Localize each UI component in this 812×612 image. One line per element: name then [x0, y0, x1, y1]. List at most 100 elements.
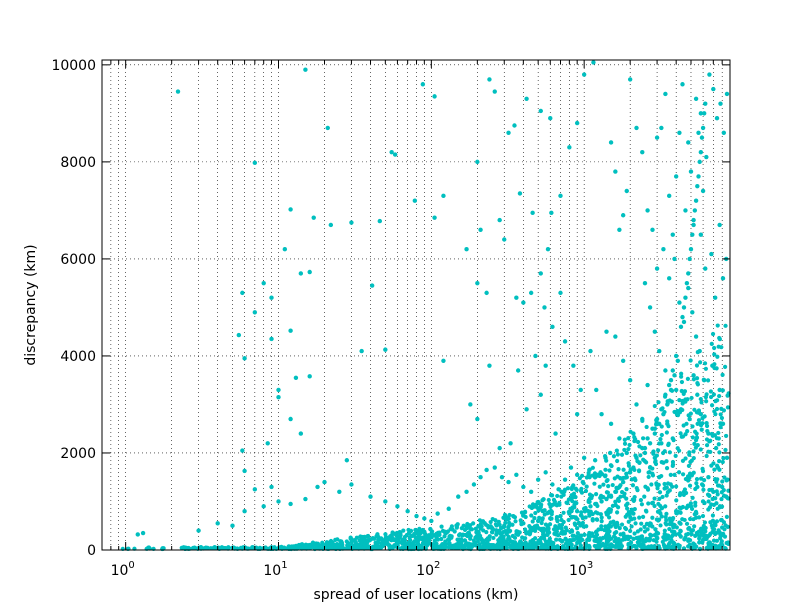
data-point	[634, 546, 639, 551]
data-point	[719, 421, 725, 426]
data-point	[599, 411, 604, 417]
data-point	[679, 379, 685, 385]
data-point	[412, 546, 417, 551]
data-point	[715, 492, 720, 497]
data-point	[654, 481, 659, 486]
data-point	[708, 531, 713, 536]
data-point	[656, 448, 661, 453]
data-point	[561, 510, 566, 515]
data-point	[471, 521, 476, 526]
data-point	[514, 529, 519, 534]
data-point	[706, 507, 711, 512]
data-point	[724, 91, 730, 97]
data-point	[303, 496, 308, 502]
data-point	[644, 424, 649, 430]
data-point	[647, 537, 652, 542]
data-point	[390, 530, 395, 535]
data-point	[698, 360, 703, 365]
data-point	[240, 448, 245, 453]
data-point	[709, 403, 715, 408]
data-point	[516, 542, 521, 547]
data-point	[599, 499, 604, 504]
data-point	[578, 513, 584, 518]
data-point	[666, 424, 671, 429]
data-point	[694, 431, 699, 436]
data-point	[552, 499, 557, 504]
data-point	[629, 524, 634, 529]
data-point	[388, 545, 393, 550]
data-point	[583, 488, 589, 494]
data-point	[539, 535, 544, 541]
data-point	[659, 432, 664, 438]
data-point	[701, 111, 707, 116]
data-point	[488, 519, 493, 525]
data-point	[413, 527, 418, 533]
data-point	[719, 415, 725, 421]
data-point	[514, 472, 519, 478]
data-point	[402, 534, 408, 540]
data-point	[598, 495, 603, 501]
data-point	[546, 497, 551, 503]
data-point	[441, 358, 446, 363]
data-point	[531, 539, 536, 545]
data-point	[612, 531, 617, 536]
data-point	[473, 541, 478, 546]
data-point	[350, 538, 355, 543]
data-point	[692, 524, 697, 529]
data-point	[590, 516, 595, 522]
data-point	[322, 479, 327, 485]
data-point	[624, 450, 629, 456]
data-point	[554, 537, 559, 542]
data-point	[599, 527, 604, 532]
x-tick-label: 100	[111, 560, 135, 579]
data-point	[583, 505, 588, 511]
data-point	[269, 484, 274, 490]
data-point	[690, 424, 695, 429]
data-point	[549, 540, 554, 545]
data-point	[525, 543, 530, 548]
data-point	[680, 401, 685, 406]
data-point	[587, 513, 592, 518]
data-point	[724, 455, 730, 461]
data-point	[677, 448, 682, 453]
data-point	[689, 528, 694, 533]
data-point	[412, 198, 418, 203]
data-point	[681, 492, 686, 498]
data-point	[230, 523, 235, 528]
data-point	[549, 210, 554, 216]
data-point	[329, 545, 334, 550]
data-point	[466, 523, 471, 528]
data-point	[714, 116, 720, 121]
data-point	[708, 389, 713, 394]
data-point	[652, 545, 657, 551]
data-point	[592, 458, 598, 463]
data-point	[485, 542, 490, 547]
data-point	[659, 459, 664, 465]
data-point	[455, 541, 461, 546]
data-point	[465, 533, 470, 539]
data-point	[703, 525, 708, 531]
data-point	[642, 458, 647, 464]
data-point	[410, 533, 415, 538]
data-point	[712, 433, 717, 438]
data-point	[664, 493, 669, 498]
data-point	[482, 545, 487, 550]
data-point	[669, 546, 674, 551]
data-point	[459, 539, 464, 545]
data-point	[639, 502, 645, 507]
data-point	[645, 436, 650, 441]
data-point	[643, 545, 649, 550]
data-point	[517, 191, 523, 196]
data-point	[657, 490, 663, 495]
data-point	[685, 504, 690, 510]
data-point	[673, 453, 678, 458]
x-tick-label: 103	[569, 560, 593, 579]
data-point	[464, 247, 469, 252]
data-point	[518, 518, 523, 523]
data-point	[724, 478, 729, 483]
data-point	[277, 545, 282, 550]
data-point	[709, 341, 714, 346]
data-point	[549, 516, 554, 521]
data-point	[429, 518, 434, 524]
